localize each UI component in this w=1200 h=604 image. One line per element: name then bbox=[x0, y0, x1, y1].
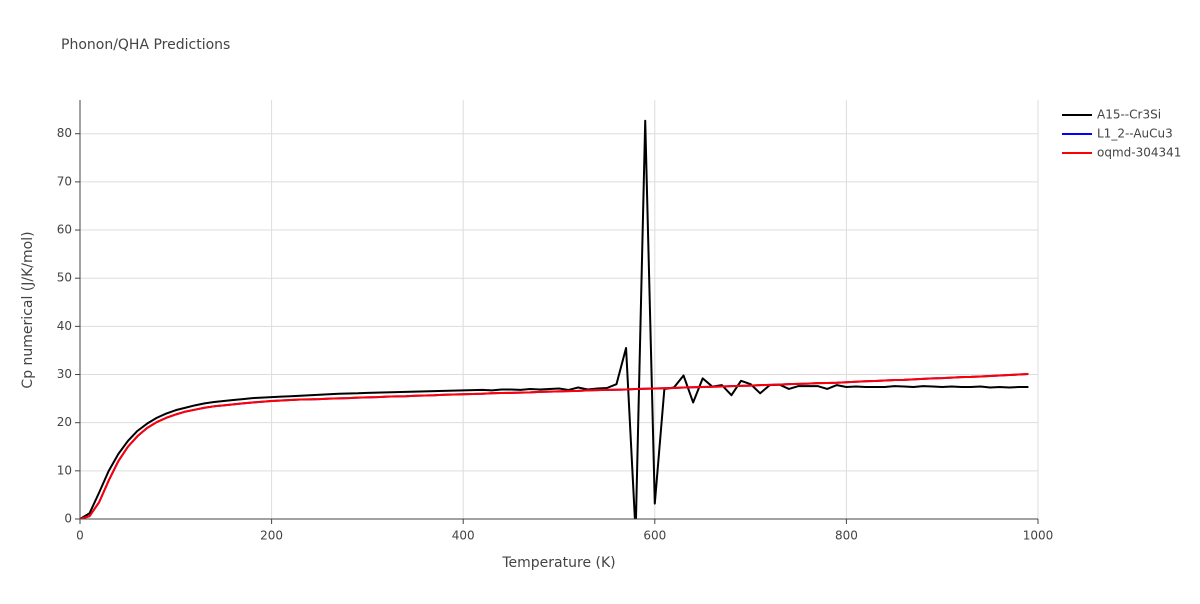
x-tick-label: 0 bbox=[76, 529, 84, 543]
y-tick-label: 20 bbox=[57, 415, 72, 429]
y-tick-label: 80 bbox=[57, 126, 72, 140]
x-tick-label: 800 bbox=[835, 529, 858, 543]
legend-label: A15--Cr3Si bbox=[1097, 108, 1161, 122]
grid bbox=[79, 100, 1039, 520]
x-tick-label: 1000 bbox=[1023, 529, 1054, 543]
y-tick-label: 40 bbox=[57, 319, 72, 333]
series-line bbox=[80, 373, 1029, 519]
y-tick-label: 50 bbox=[57, 271, 72, 285]
series-line bbox=[80, 373, 1029, 519]
x-tick-label: 400 bbox=[452, 529, 475, 543]
chart-title: Phonon/QHA Predictions bbox=[61, 37, 230, 53]
y-axis-label: Cp numerical (J/K/mol) bbox=[20, 231, 36, 388]
legend-label: oqmd-304341 bbox=[1097, 146, 1181, 160]
x-tick-label: 200 bbox=[260, 529, 283, 543]
series-line bbox=[80, 119, 1029, 519]
plot-area bbox=[80, 119, 1029, 519]
y-tick-label: 70 bbox=[57, 174, 72, 188]
x-axis-label: Temperature (K) bbox=[501, 555, 615, 571]
y-tick-label: 30 bbox=[57, 367, 72, 381]
y-tick-label: 0 bbox=[64, 512, 72, 526]
y-tick-label: 10 bbox=[57, 463, 72, 477]
y-tick-label: 60 bbox=[57, 223, 72, 237]
x-tick-label: 600 bbox=[643, 529, 666, 543]
legend-label: L1_2--AuCu3 bbox=[1097, 127, 1173, 141]
